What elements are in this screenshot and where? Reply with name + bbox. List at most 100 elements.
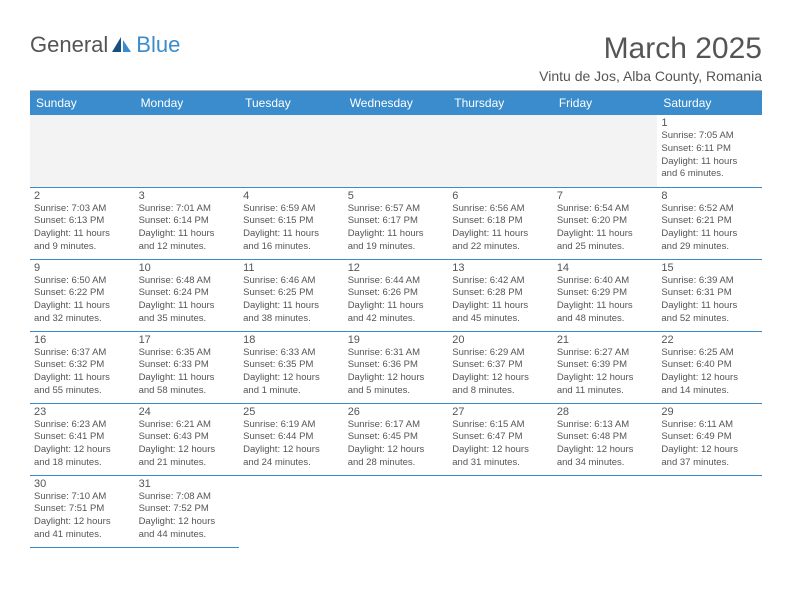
- calendar-cell: [30, 115, 135, 187]
- day-sunset: Sunset: 6:31 PM: [661, 287, 758, 300]
- day-number: 2: [34, 190, 131, 202]
- day-number: 24: [139, 406, 236, 418]
- day-daylight1: Daylight: 12 hours: [557, 372, 654, 385]
- day-sunset: Sunset: 6:13 PM: [34, 215, 131, 228]
- day-daylight2: and 22 minutes.: [452, 241, 549, 254]
- day-sunrise: Sunrise: 6:44 AM: [348, 275, 445, 288]
- day-sunset: Sunset: 6:21 PM: [661, 215, 758, 228]
- weekday-header: Monday: [135, 91, 240, 115]
- calendar-cell: 12Sunrise: 6:44 AMSunset: 6:26 PMDayligh…: [344, 259, 449, 331]
- day-daylight1: Daylight: 11 hours: [661, 228, 758, 241]
- day-daylight1: Daylight: 11 hours: [348, 228, 445, 241]
- day-sunrise: Sunrise: 6:35 AM: [139, 347, 236, 360]
- day-sunset: Sunset: 6:36 PM: [348, 359, 445, 372]
- day-daylight2: and 35 minutes.: [139, 313, 236, 326]
- day-daylight2: and 12 minutes.: [139, 241, 236, 254]
- day-daylight2: and 21 minutes.: [139, 457, 236, 470]
- day-daylight2: and 28 minutes.: [348, 457, 445, 470]
- day-sunrise: Sunrise: 6:50 AM: [34, 275, 131, 288]
- day-daylight2: and 32 minutes.: [34, 313, 131, 326]
- day-sunrise: Sunrise: 6:48 AM: [139, 275, 236, 288]
- calendar-cell: 9Sunrise: 6:50 AMSunset: 6:22 PMDaylight…: [30, 259, 135, 331]
- day-number: 10: [139, 262, 236, 274]
- day-sunrise: Sunrise: 6:31 AM: [348, 347, 445, 360]
- day-sunset: Sunset: 6:24 PM: [139, 287, 236, 300]
- day-number: 23: [34, 406, 131, 418]
- day-number: 11: [243, 262, 340, 274]
- day-daylight1: Daylight: 11 hours: [243, 228, 340, 241]
- day-daylight1: Daylight: 11 hours: [34, 372, 131, 385]
- day-daylight2: and 8 minutes.: [452, 385, 549, 398]
- calendar-row: 9Sunrise: 6:50 AMSunset: 6:22 PMDaylight…: [30, 259, 762, 331]
- day-sunrise: Sunrise: 6:46 AM: [243, 275, 340, 288]
- day-number: 20: [452, 334, 549, 346]
- day-number: 17: [139, 334, 236, 346]
- day-sunrise: Sunrise: 6:21 AM: [139, 419, 236, 432]
- day-sunrise: Sunrise: 6:25 AM: [661, 347, 758, 360]
- calendar-cell: 20Sunrise: 6:29 AMSunset: 6:37 PMDayligh…: [448, 331, 553, 403]
- calendar-row: 16Sunrise: 6:37 AMSunset: 6:32 PMDayligh…: [30, 331, 762, 403]
- day-number: 9: [34, 262, 131, 274]
- day-number: 19: [348, 334, 445, 346]
- day-sunset: Sunset: 6:48 PM: [557, 431, 654, 444]
- calendar-cell: 30Sunrise: 7:10 AMSunset: 7:51 PMDayligh…: [30, 475, 135, 547]
- day-daylight2: and 25 minutes.: [557, 241, 654, 254]
- day-number: 31: [139, 478, 236, 490]
- day-daylight1: Daylight: 12 hours: [139, 516, 236, 529]
- day-sunrise: Sunrise: 7:03 AM: [34, 203, 131, 216]
- day-daylight2: and 44 minutes.: [139, 529, 236, 542]
- calendar-cell: 8Sunrise: 6:52 AMSunset: 6:21 PMDaylight…: [657, 187, 762, 259]
- day-sunset: Sunset: 6:37 PM: [452, 359, 549, 372]
- day-number: 8: [661, 190, 758, 202]
- day-sunrise: Sunrise: 7:01 AM: [139, 203, 236, 216]
- day-sunset: Sunset: 6:25 PM: [243, 287, 340, 300]
- day-sunset: Sunset: 6:47 PM: [452, 431, 549, 444]
- day-number: 13: [452, 262, 549, 274]
- calendar-cell: [553, 475, 658, 547]
- brand-blue: Blue: [136, 32, 180, 58]
- calendar-cell: 4Sunrise: 6:59 AMSunset: 6:15 PMDaylight…: [239, 187, 344, 259]
- day-daylight1: Daylight: 11 hours: [452, 228, 549, 241]
- day-number: 16: [34, 334, 131, 346]
- day-daylight1: Daylight: 12 hours: [243, 444, 340, 457]
- calendar-body: 1Sunrise: 7:05 AMSunset: 6:11 PMDaylight…: [30, 115, 762, 547]
- day-daylight2: and 42 minutes.: [348, 313, 445, 326]
- day-number: 14: [557, 262, 654, 274]
- day-daylight1: Daylight: 11 hours: [661, 300, 758, 313]
- day-daylight1: Daylight: 11 hours: [661, 156, 758, 169]
- calendar-row: 2Sunrise: 7:03 AMSunset: 6:13 PM Daylight…: [30, 187, 762, 259]
- calendar-cell: [553, 115, 658, 187]
- weekday-header-row: Sunday Monday Tuesday Wednesday Thursday…: [30, 91, 762, 115]
- day-daylight2: and 52 minutes.: [661, 313, 758, 326]
- day-sunrise: Sunrise: 7:08 AM: [139, 491, 236, 504]
- day-daylight1: Daylight: 12 hours: [661, 444, 758, 457]
- day-number: 18: [243, 334, 340, 346]
- calendar-cell: 16Sunrise: 6:37 AMSunset: 6:32 PMDayligh…: [30, 331, 135, 403]
- calendar-cell: 15Sunrise: 6:39 AMSunset: 6:31 PMDayligh…: [657, 259, 762, 331]
- day-daylight2: and 58 minutes.: [139, 385, 236, 398]
- day-sunset: Sunset: 6:17 PM: [348, 215, 445, 228]
- day-number: 22: [661, 334, 758, 346]
- day-daylight2: and 31 minutes.: [452, 457, 549, 470]
- calendar-cell: 11Sunrise: 6:46 AMSunset: 6:25 PMDayligh…: [239, 259, 344, 331]
- day-sunset: Sunset: 6:20 PM: [557, 215, 654, 228]
- day-number: 6: [452, 190, 549, 202]
- day-sunset: Sunset: 6:41 PM: [34, 431, 131, 444]
- day-sunset: Sunset: 6:40 PM: [661, 359, 758, 372]
- day-sunrise: Sunrise: 6:29 AM: [452, 347, 549, 360]
- calendar-cell: 10Sunrise: 6:48 AMSunset: 6:24 PMDayligh…: [135, 259, 240, 331]
- day-daylight1: Daylight: 11 hours: [139, 372, 236, 385]
- calendar-cell: 18Sunrise: 6:33 AMSunset: 6:35 PMDayligh…: [239, 331, 344, 403]
- day-sunset: Sunset: 6:43 PM: [139, 431, 236, 444]
- day-daylight2: and 45 minutes.: [452, 313, 549, 326]
- day-daylight1: Daylight: 11 hours: [139, 300, 236, 313]
- day-sunrise: Sunrise: 7:05 AM: [661, 130, 758, 143]
- day-daylight1: Daylight: 12 hours: [348, 444, 445, 457]
- day-daylight2: and 6 minutes.: [661, 168, 758, 181]
- day-sunrise: Sunrise: 6:59 AM: [243, 203, 340, 216]
- calendar-cell: [448, 475, 553, 547]
- day-sunrise: Sunrise: 7:10 AM: [34, 491, 131, 504]
- day-number: 7: [557, 190, 654, 202]
- day-number: 5: [348, 190, 445, 202]
- calendar-cell: 17Sunrise: 6:35 AMSunset: 6:33 PMDayligh…: [135, 331, 240, 403]
